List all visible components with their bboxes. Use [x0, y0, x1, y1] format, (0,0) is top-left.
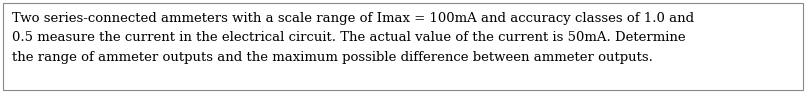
Text: 0.5 measure the current in the electrical circuit. The actual value of the curre: 0.5 measure the current in the electrica…	[12, 31, 686, 44]
Text: the range of ammeter outputs and the maximum possible difference between ammeter: the range of ammeter outputs and the max…	[12, 51, 653, 64]
Text: Two series-connected ammeters with a scale range of Imax = 100mA and accuracy cl: Two series-connected ammeters with a sca…	[12, 12, 694, 25]
